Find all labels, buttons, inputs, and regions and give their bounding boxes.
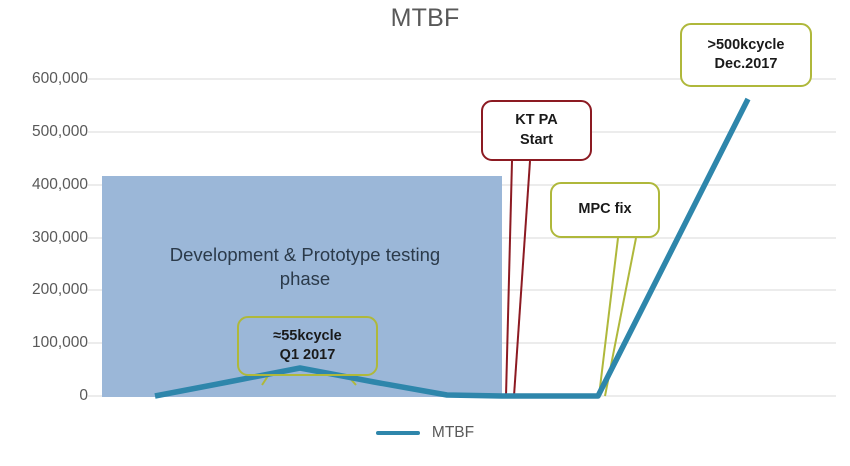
y-tick-label-500000: 500,000 [31,123,88,140]
chart-legend: MTBF [0,424,850,442]
callout-q1-2017[interactable]: ≈55kcycle Q1 2017 [237,316,378,376]
chart-title: MTBF [390,4,460,32]
y-tick-label-200000: 200,000 [31,281,88,298]
y-tick-label-600000: 600,000 [31,70,88,87]
legend-swatch-mtbf [375,431,420,435]
y-tick-label-0: 0 [79,387,88,404]
series-line-mtbf [154,97,751,399]
callout-dec-2017[interactable]: >500kcycle Dec.2017 [680,23,812,87]
callout-mpc-fix-line1: MPC fix [578,201,632,218]
callout-kt-pa-start-line1: KT PA [515,112,558,129]
callout-kt-pa-start[interactable]: KT PA Start [481,100,592,161]
callout-q1-2017-line2: Q1 2017 [279,347,336,363]
legend-label-mtbf: MTBF [431,424,475,441]
development-phase-region [102,176,502,397]
y-tick-label-400000: 400,000 [31,176,88,193]
callout-q1-2017-line1: ≈55kcycle [273,327,342,344]
mpc-fix-leader-lines [598,237,637,397]
callout-mpc-fix[interactable]: MPC fix [550,182,660,238]
y-tick-label-300000: 300,000 [31,229,88,246]
callout-kt-pa-start-line2: Start [519,131,554,148]
kt-pa-start-leader-lines [505,160,531,397]
y-tick-label-100000: 100,000 [31,334,88,351]
development-phase-label: Development & Prototype testing phase [169,244,441,290]
callout-dec-2017-line2: Dec.2017 [714,56,778,72]
callout-dec-2017-line1: >500kcycle [707,36,785,53]
